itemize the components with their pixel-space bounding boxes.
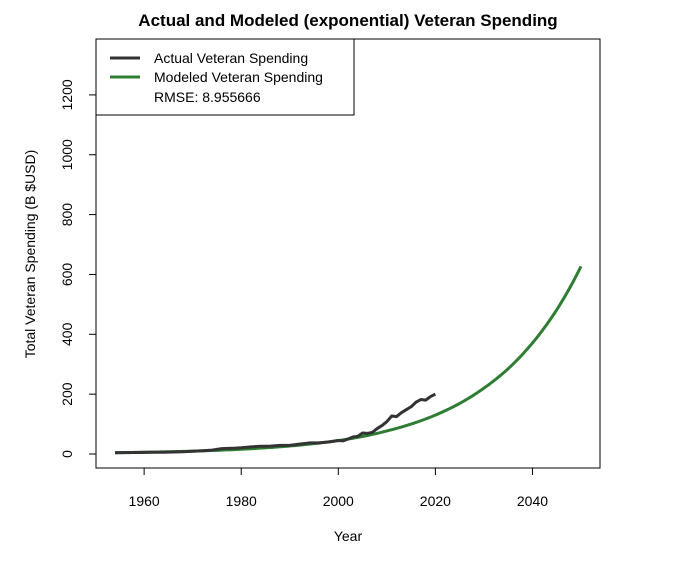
legend: Actual Veteran Spending Modeled Veteran … — [95, 38, 355, 116]
y-tick-label: 400 — [59, 322, 75, 346]
y-tick-label: 200 — [59, 382, 75, 406]
chart-title: Actual and Modeled (exponential) Veteran… — [138, 11, 557, 30]
x-tick-label: 1960 — [129, 493, 160, 509]
series-line-actual — [114, 392, 437, 455]
y-tick-label: 600 — [59, 263, 75, 287]
y-axis-label: Total Veteran Spending (B $USD) — [22, 150, 38, 359]
x-tick-label: 2000 — [323, 493, 354, 509]
x-tick-label: 2020 — [420, 493, 451, 509]
y-tick-label: 1200 — [59, 79, 75, 110]
legend-label-modeled: Modeled Veteran Spending — [154, 69, 323, 85]
series-layer — [114, 265, 583, 455]
legend-rmse: RMSE: 8.955666 — [154, 89, 261, 105]
y-tick-label: 0 — [59, 450, 75, 458]
x-axis-label: Year — [334, 528, 363, 544]
legend-label-actual: Actual Veteran Spending — [154, 50, 308, 66]
x-tick-label: 2040 — [517, 493, 548, 509]
y-tick-label: 800 — [59, 203, 75, 227]
y-tick-label: 1000 — [59, 139, 75, 170]
x-axis: 1960 1980 2000 2020 2040 — [129, 468, 548, 509]
y-axis: 0 200 400 600 800 1000 1200 — [59, 79, 96, 458]
x-tick-label: 1980 — [226, 493, 257, 509]
